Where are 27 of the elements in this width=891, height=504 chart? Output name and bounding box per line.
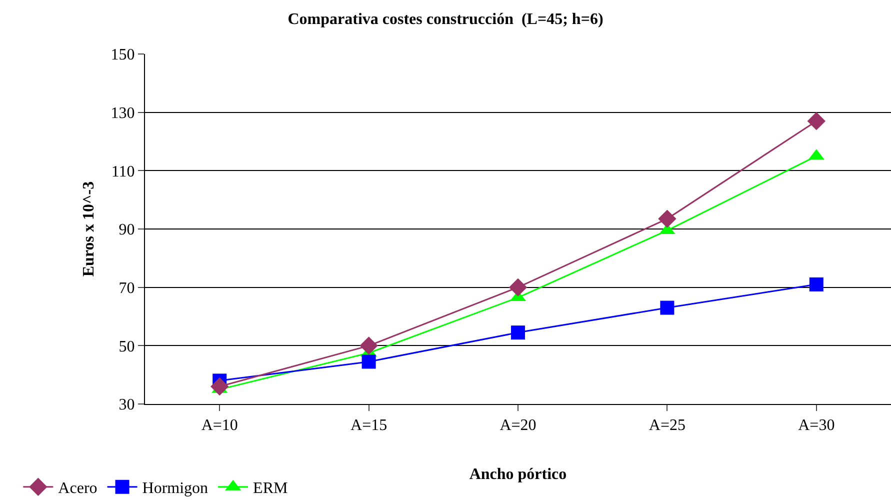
y-tick-label: 70	[118, 280, 135, 297]
point	[807, 112, 826, 130]
point	[809, 277, 824, 292]
y-tick-label: 30	[118, 396, 135, 414]
y-tick-label: 130	[110, 104, 135, 122]
x-tick-label: A=15	[350, 417, 388, 434]
point	[210, 377, 229, 396]
y-tick-label: 90	[118, 222, 135, 239]
point	[508, 278, 528, 296]
x-tick-label: A=10	[201, 417, 238, 434]
y-tick-label: 150	[110, 46, 135, 64]
y-tick-label: 110	[111, 163, 135, 180]
x-tick-label: A=30	[798, 417, 835, 434]
x-tick-label: A=20	[500, 417, 536, 434]
legend-label: Hormigon	[142, 480, 208, 498]
point	[658, 210, 676, 228]
x-tick-label: A=25	[648, 417, 686, 434]
point	[511, 326, 525, 340]
point	[660, 300, 674, 315]
point	[362, 354, 376, 369]
legend-label: Acero	[58, 480, 98, 498]
y-axis-title: Euros x 10^-3	[80, 181, 98, 277]
chart-title: Comparativa costes construcción (L=45; h=6)	[288, 10, 604, 28]
y-tick-label: 50	[118, 338, 135, 356]
x-axis-title: Ancho pórtico	[469, 466, 567, 483]
point	[360, 336, 378, 355]
legend-label: ERM	[253, 480, 288, 498]
